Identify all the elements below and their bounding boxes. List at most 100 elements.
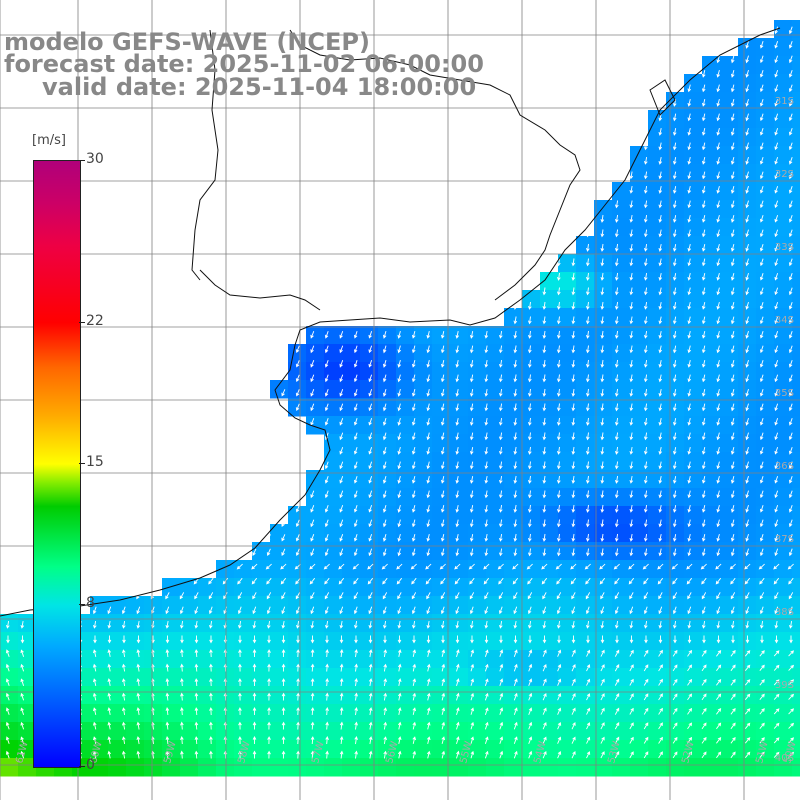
wind-arrow [368,331,373,339]
wind-arrow [672,331,677,339]
wind-arrow [426,548,431,557]
wind-arrow [324,476,329,484]
wind-cell [450,326,469,345]
wind-arrow [440,475,445,484]
wind-arrow [339,621,344,629]
wind-arrow [629,693,634,701]
wind-arrow [701,388,706,397]
wind-cell [396,542,415,561]
wind-cell [396,578,415,597]
wind-cell [648,110,667,129]
wind-cell [162,596,181,615]
wind-cell [540,308,559,327]
wind-cell [198,578,217,597]
wind-arrow [556,258,561,267]
wind-arrow [614,693,620,701]
wind-cell [378,434,397,453]
wind-cell [558,308,577,327]
wind-arrow [295,403,300,412]
wind-arrow [788,737,795,744]
wind-arrow [745,606,750,615]
wind-arrow [556,403,561,412]
wind-arrow [672,490,677,499]
wind-cell [594,578,613,597]
wind-arrow [499,750,504,759]
wind-arrow [788,302,793,310]
wind-cell [144,668,163,687]
wind-arrow [267,635,271,644]
wind-arrow [614,200,619,209]
wind-cell [756,398,775,417]
wind-arrow [353,360,358,368]
wind-arrow [701,301,706,310]
wind-arrow [788,157,793,165]
wind-arrow [165,635,170,644]
wind-arrow [730,678,736,686]
wind-arrow [759,519,764,528]
wind-cell [576,704,595,723]
wind-arrow [513,736,518,744]
wind-arrow [629,490,634,499]
wind-cell [756,740,775,759]
wind-arrow [469,331,474,339]
wind-arrow [107,635,112,644]
wind-arrow [745,403,749,412]
wind-arrow [773,693,780,700]
wind-cell [396,416,415,435]
wind-cell [162,632,181,651]
wind-arrow [411,461,416,470]
wind-cell [738,56,757,75]
wind-arrow [456,649,460,658]
wind-cell [594,452,613,471]
wind-arrow [324,519,329,528]
wind-arrow [672,649,678,657]
wind-cell [288,668,307,687]
wind-arrow [469,490,474,499]
wind-cell [450,596,469,615]
wind-cell [612,380,631,399]
wind-arrow [774,447,779,455]
wind-cell [576,326,595,345]
wind-arrow [600,388,605,397]
wind-arrow [455,534,460,542]
wind-arrow [295,548,300,557]
wind-cell [270,542,289,561]
wind-arrow [716,200,721,209]
wind-arrow [470,678,475,686]
wind-arrow [455,476,460,484]
wind-arrow [759,374,764,383]
wind-cell [540,722,559,741]
wind-arrow [353,447,358,455]
wind-arrow [745,548,749,557]
wind-cell [522,326,541,345]
wind-arrow [773,708,780,715]
wind-cell [702,146,721,165]
wind-arrow [614,432,619,441]
wind-cell [756,560,775,579]
wind-cell [396,614,415,633]
wind-cell [306,362,325,381]
wind-cell [396,434,415,453]
wind-cell [594,398,613,417]
wind-arrow [397,533,402,542]
wind-cell [504,488,523,507]
wind-arrow [484,736,489,744]
wind-arrow [629,302,634,310]
wind-arrow [672,316,677,325]
wind-arrow [309,577,316,585]
wind-cell [90,758,109,777]
wind-arrow [237,577,243,585]
wind-arrow [643,447,648,455]
wind-arrow [629,374,634,383]
wind-arrow [513,475,518,484]
wind-arrow [426,446,431,455]
wind-arrow [687,649,693,657]
wind-arrow [542,736,547,744]
wind-cell [666,272,685,291]
wind-arrow [658,519,663,528]
wind-cell [720,614,739,633]
wind-arrow [788,679,795,686]
wind-arrow [469,345,474,354]
wind-arrow [208,577,214,585]
wind-arrow [339,635,344,644]
